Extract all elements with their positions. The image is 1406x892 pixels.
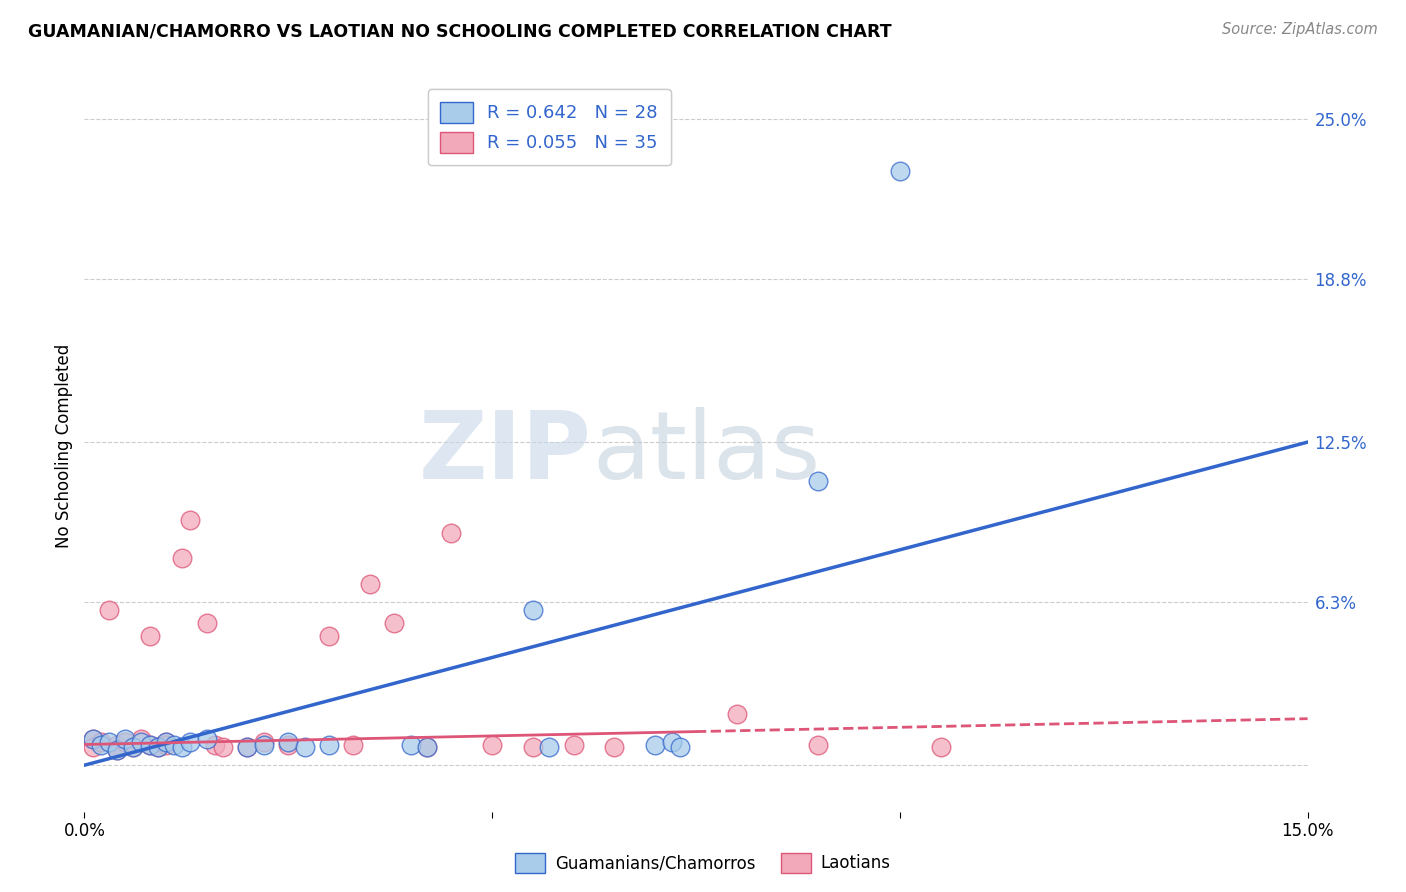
Point xyxy=(155,735,177,749)
Point xyxy=(807,738,830,752)
Point xyxy=(416,740,439,755)
Point xyxy=(668,740,690,755)
Point xyxy=(105,738,128,752)
Point xyxy=(236,740,259,755)
Point xyxy=(138,738,160,752)
Point xyxy=(82,732,104,747)
Point xyxy=(105,742,128,756)
Point xyxy=(97,735,120,749)
Text: atlas: atlas xyxy=(592,408,820,500)
Point xyxy=(163,738,186,752)
Point xyxy=(318,738,340,752)
Point xyxy=(114,732,136,747)
Text: ZIP: ZIP xyxy=(419,408,592,500)
Point xyxy=(562,738,585,752)
Point xyxy=(82,740,104,755)
Point xyxy=(538,740,561,755)
Point xyxy=(131,735,153,749)
Point xyxy=(195,732,218,747)
Point xyxy=(416,740,439,755)
Point xyxy=(195,615,218,630)
Point xyxy=(97,603,120,617)
Point xyxy=(131,732,153,747)
Point xyxy=(122,740,145,755)
Point xyxy=(90,738,112,752)
Point xyxy=(253,738,276,752)
Point xyxy=(236,740,259,755)
Text: GUAMANIAN/CHAMORRO VS LAOTIAN NO SCHOOLING COMPLETED CORRELATION CHART: GUAMANIAN/CHAMORRO VS LAOTIAN NO SCHOOLI… xyxy=(28,22,891,40)
Point xyxy=(481,738,503,752)
Point xyxy=(90,735,112,749)
Point xyxy=(122,740,145,755)
Point xyxy=(155,735,177,749)
Point xyxy=(82,732,104,747)
Point xyxy=(603,740,626,755)
Point xyxy=(807,474,830,488)
Point xyxy=(522,740,544,755)
Legend: R = 0.642   N = 28, R = 0.055   N = 35: R = 0.642 N = 28, R = 0.055 N = 35 xyxy=(427,89,671,165)
Point xyxy=(644,738,666,752)
Point xyxy=(294,740,316,755)
Point xyxy=(179,735,201,749)
Point xyxy=(342,738,364,752)
Legend: Guamanians/Chamorros, Laotians: Guamanians/Chamorros, Laotians xyxy=(509,847,897,880)
Point xyxy=(204,738,226,752)
Point xyxy=(929,740,952,755)
Point xyxy=(146,740,169,755)
Point xyxy=(359,577,381,591)
Point xyxy=(138,629,160,643)
Point xyxy=(277,738,299,752)
Point xyxy=(146,740,169,755)
Point xyxy=(179,513,201,527)
Point xyxy=(382,615,405,630)
Point xyxy=(725,706,748,721)
Point xyxy=(172,551,194,566)
Point xyxy=(172,740,194,755)
Point xyxy=(318,629,340,643)
Point xyxy=(105,742,128,756)
Point xyxy=(661,735,683,749)
Point xyxy=(155,738,177,752)
Point xyxy=(399,738,422,752)
Point xyxy=(138,738,160,752)
Point xyxy=(522,603,544,617)
Point xyxy=(889,163,911,178)
Y-axis label: No Schooling Completed: No Schooling Completed xyxy=(55,344,73,548)
Point xyxy=(253,735,276,749)
Text: Source: ZipAtlas.com: Source: ZipAtlas.com xyxy=(1222,22,1378,37)
Point xyxy=(277,735,299,749)
Point xyxy=(440,525,463,540)
Point xyxy=(212,740,235,755)
Point xyxy=(114,735,136,749)
